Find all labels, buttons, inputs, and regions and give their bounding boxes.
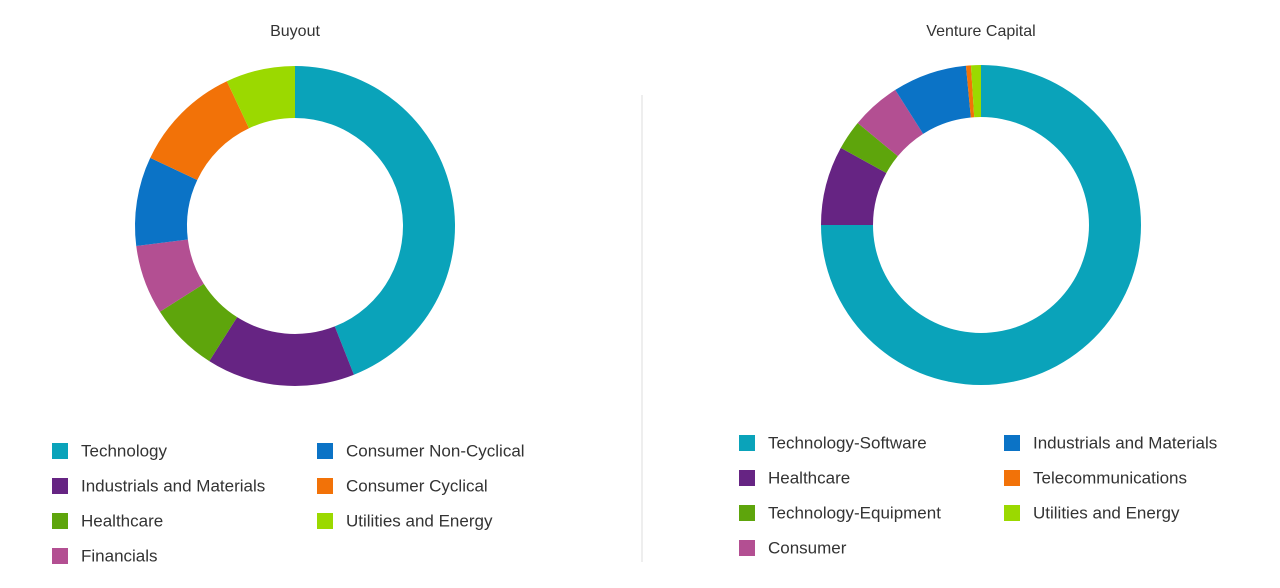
legend-swatch xyxy=(317,478,333,494)
legend-swatch xyxy=(739,435,755,451)
donut-slice xyxy=(970,65,981,118)
legend-swatch xyxy=(1004,505,1020,521)
legend-swatch xyxy=(52,513,68,529)
donut-slice xyxy=(965,65,975,118)
chart-title: Buyout xyxy=(270,23,320,40)
legend-swatch xyxy=(739,470,755,486)
donut-slice xyxy=(150,81,250,181)
legend-swatch xyxy=(739,540,755,556)
legend-label: Consumer Non-Cyclical xyxy=(346,441,525,460)
legend-label: Utilities and Energy xyxy=(1033,503,1180,522)
donut-slice xyxy=(840,123,898,173)
legend-swatch xyxy=(1004,470,1020,486)
legend-label: Consumer xyxy=(768,538,847,557)
legend-swatch xyxy=(52,478,68,494)
donut-slice xyxy=(821,65,1141,385)
donut-slice xyxy=(821,147,887,225)
legend-label: Financials xyxy=(81,546,158,565)
legend-label: Consumer Cyclical xyxy=(346,476,488,495)
legend-swatch xyxy=(52,548,68,564)
legend-label: Technology-Software xyxy=(768,433,927,452)
chart-title: Venture Capital xyxy=(926,23,1035,40)
donut-slice xyxy=(857,89,924,157)
donut-slice xyxy=(226,66,295,129)
legend-swatch xyxy=(52,443,68,459)
legend-label: Healthcare xyxy=(768,468,850,487)
legend-swatch xyxy=(1004,435,1020,451)
legend-swatch xyxy=(739,505,755,521)
legend-label: Utilities and Energy xyxy=(346,511,493,530)
legend-swatch xyxy=(317,513,333,529)
donut-slice xyxy=(159,283,238,362)
legend-label: Industrials and Materials xyxy=(1033,433,1217,452)
donut-slice xyxy=(136,239,204,312)
legend-swatch xyxy=(317,443,333,459)
donut-slice xyxy=(895,65,971,134)
donut-slice xyxy=(295,66,456,375)
donut-slice xyxy=(209,317,354,387)
legend-label: Industrials and Materials xyxy=(81,476,265,495)
legend-label: Healthcare xyxy=(81,511,163,530)
donut-slice xyxy=(135,157,198,247)
legend-label: Technology-Equipment xyxy=(768,503,941,522)
legend-label: Telecommunications xyxy=(1033,468,1187,487)
legend-label: Technology xyxy=(81,441,168,460)
